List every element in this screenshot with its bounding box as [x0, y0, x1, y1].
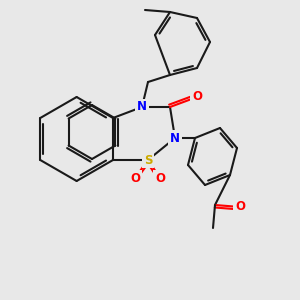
Text: O: O — [130, 172, 140, 184]
Text: N: N — [170, 131, 180, 145]
Text: O: O — [155, 172, 165, 184]
Text: S: S — [144, 154, 152, 166]
Text: O: O — [235, 200, 245, 214]
Text: O: O — [192, 91, 202, 103]
Text: N: N — [137, 100, 147, 113]
